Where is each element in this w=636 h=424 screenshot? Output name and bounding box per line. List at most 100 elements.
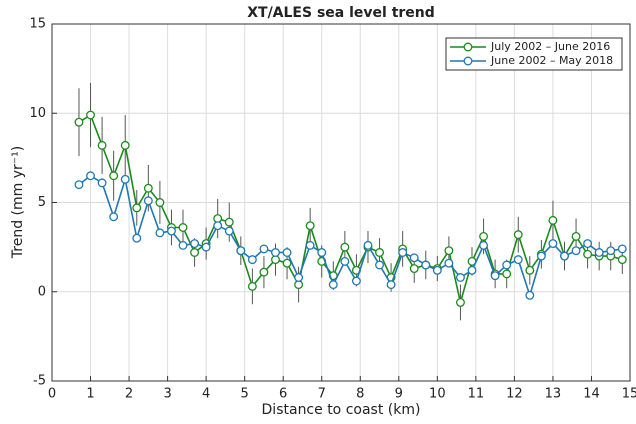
- data-point: [259, 244, 269, 254]
- x-tick-label: 10: [429, 387, 446, 402]
- data-point: [155, 228, 165, 238]
- data-point: [617, 244, 627, 254]
- y-axis-label: Trend (mm yr⁻¹): [10, 146, 26, 259]
- data-point: [132, 233, 142, 243]
- data-point: [167, 226, 176, 236]
- data-point: [409, 253, 419, 263]
- x-tick-label: 11: [468, 387, 485, 402]
- data-point: [224, 217, 234, 227]
- y-tick-label: 5: [38, 195, 46, 210]
- x-tick-label: 7: [318, 387, 326, 402]
- data-point: [340, 242, 350, 252]
- data-point: [294, 273, 304, 282]
- data-point: [305, 221, 315, 231]
- data-point: [178, 223, 188, 232]
- data-point: [86, 110, 95, 120]
- data-point: [525, 265, 535, 275]
- data-point: [571, 246, 581, 256]
- data-point: [513, 230, 523, 240]
- data-point: [259, 267, 269, 277]
- data-point: [190, 248, 200, 257]
- data-point: [294, 280, 304, 290]
- data-point: [143, 183, 153, 193]
- data-point: [363, 240, 373, 250]
- legend-box: [445, 37, 623, 71]
- data-point: [247, 281, 257, 291]
- x-tick-label: 9: [395, 387, 403, 402]
- data-point: [190, 239, 200, 249]
- data-point: [271, 255, 280, 265]
- x-tick-label: 3: [163, 387, 171, 402]
- data-point: [421, 260, 431, 270]
- data-point: [97, 178, 107, 188]
- legend-marker: [463, 56, 473, 66]
- data-point: [606, 246, 616, 256]
- data-point: [143, 196, 153, 206]
- data-point: [328, 280, 338, 290]
- data-point: [74, 117, 84, 127]
- data-point: [513, 255, 523, 265]
- data-point: [409, 264, 419, 273]
- data-point: [525, 290, 535, 300]
- legend-label: June 2002 – May 2018: [490, 54, 613, 67]
- y-tick-label: 15: [29, 17, 46, 32]
- x-tick-label: 14: [583, 387, 600, 402]
- data-point: [155, 198, 165, 207]
- plot-frame: [51, 23, 631, 382]
- x-tick-label: 4: [202, 387, 210, 402]
- data-point: [282, 258, 292, 268]
- data-point: [456, 298, 465, 307]
- data-point: [548, 215, 558, 225]
- data-point: [201, 242, 211, 252]
- x-tick-label: 2: [125, 387, 133, 402]
- data-point: [583, 239, 593, 249]
- data-point: [120, 140, 130, 150]
- data-point: [479, 240, 489, 250]
- data-point: [109, 212, 119, 222]
- legend-marker: [463, 42, 473, 52]
- data-point: [536, 251, 546, 261]
- data-point: [444, 246, 454, 256]
- y-tick-label: 0: [38, 284, 46, 299]
- x-tick-label: 13: [545, 387, 562, 402]
- y-tick-label: 10: [29, 106, 46, 121]
- data-point: [213, 221, 223, 231]
- data-point: [74, 180, 84, 190]
- data-point: [502, 269, 512, 279]
- data-point: [213, 214, 223, 224]
- data-point: [502, 260, 512, 270]
- x-tick-label: 1: [86, 387, 94, 402]
- data-point: [109, 171, 119, 181]
- data-point: [305, 240, 315, 250]
- data-point: [282, 248, 292, 257]
- data-point: [97, 140, 107, 150]
- data-point: [375, 260, 384, 270]
- x-tick-label: 6: [279, 387, 287, 402]
- data-point: [271, 248, 280, 257]
- data-point: [120, 174, 130, 184]
- x-tick-label: 5: [241, 387, 249, 402]
- data-point: [490, 271, 500, 281]
- data-point: [224, 226, 234, 236]
- data-point: [594, 248, 604, 257]
- data-point: [456, 273, 465, 282]
- x-axis-label: Distance to coast (km): [262, 402, 421, 418]
- data-point: [479, 231, 489, 241]
- data-point: [340, 256, 350, 266]
- data-point: [317, 248, 327, 257]
- data-point: [583, 249, 593, 259]
- data-point: [571, 231, 581, 241]
- data-point: [467, 265, 477, 275]
- data-point: [178, 240, 188, 250]
- data-point: [132, 203, 142, 213]
- data-point: [375, 248, 384, 257]
- data-point: [386, 280, 396, 290]
- data-point: [86, 171, 95, 181]
- x-tick-label: 8: [356, 387, 364, 402]
- x-tick-label: 12: [506, 387, 523, 402]
- legend-label: July 2002 – June 2016: [490, 40, 610, 53]
- data-point: [247, 255, 257, 265]
- data-point: [351, 276, 361, 286]
- data-point: [236, 246, 246, 256]
